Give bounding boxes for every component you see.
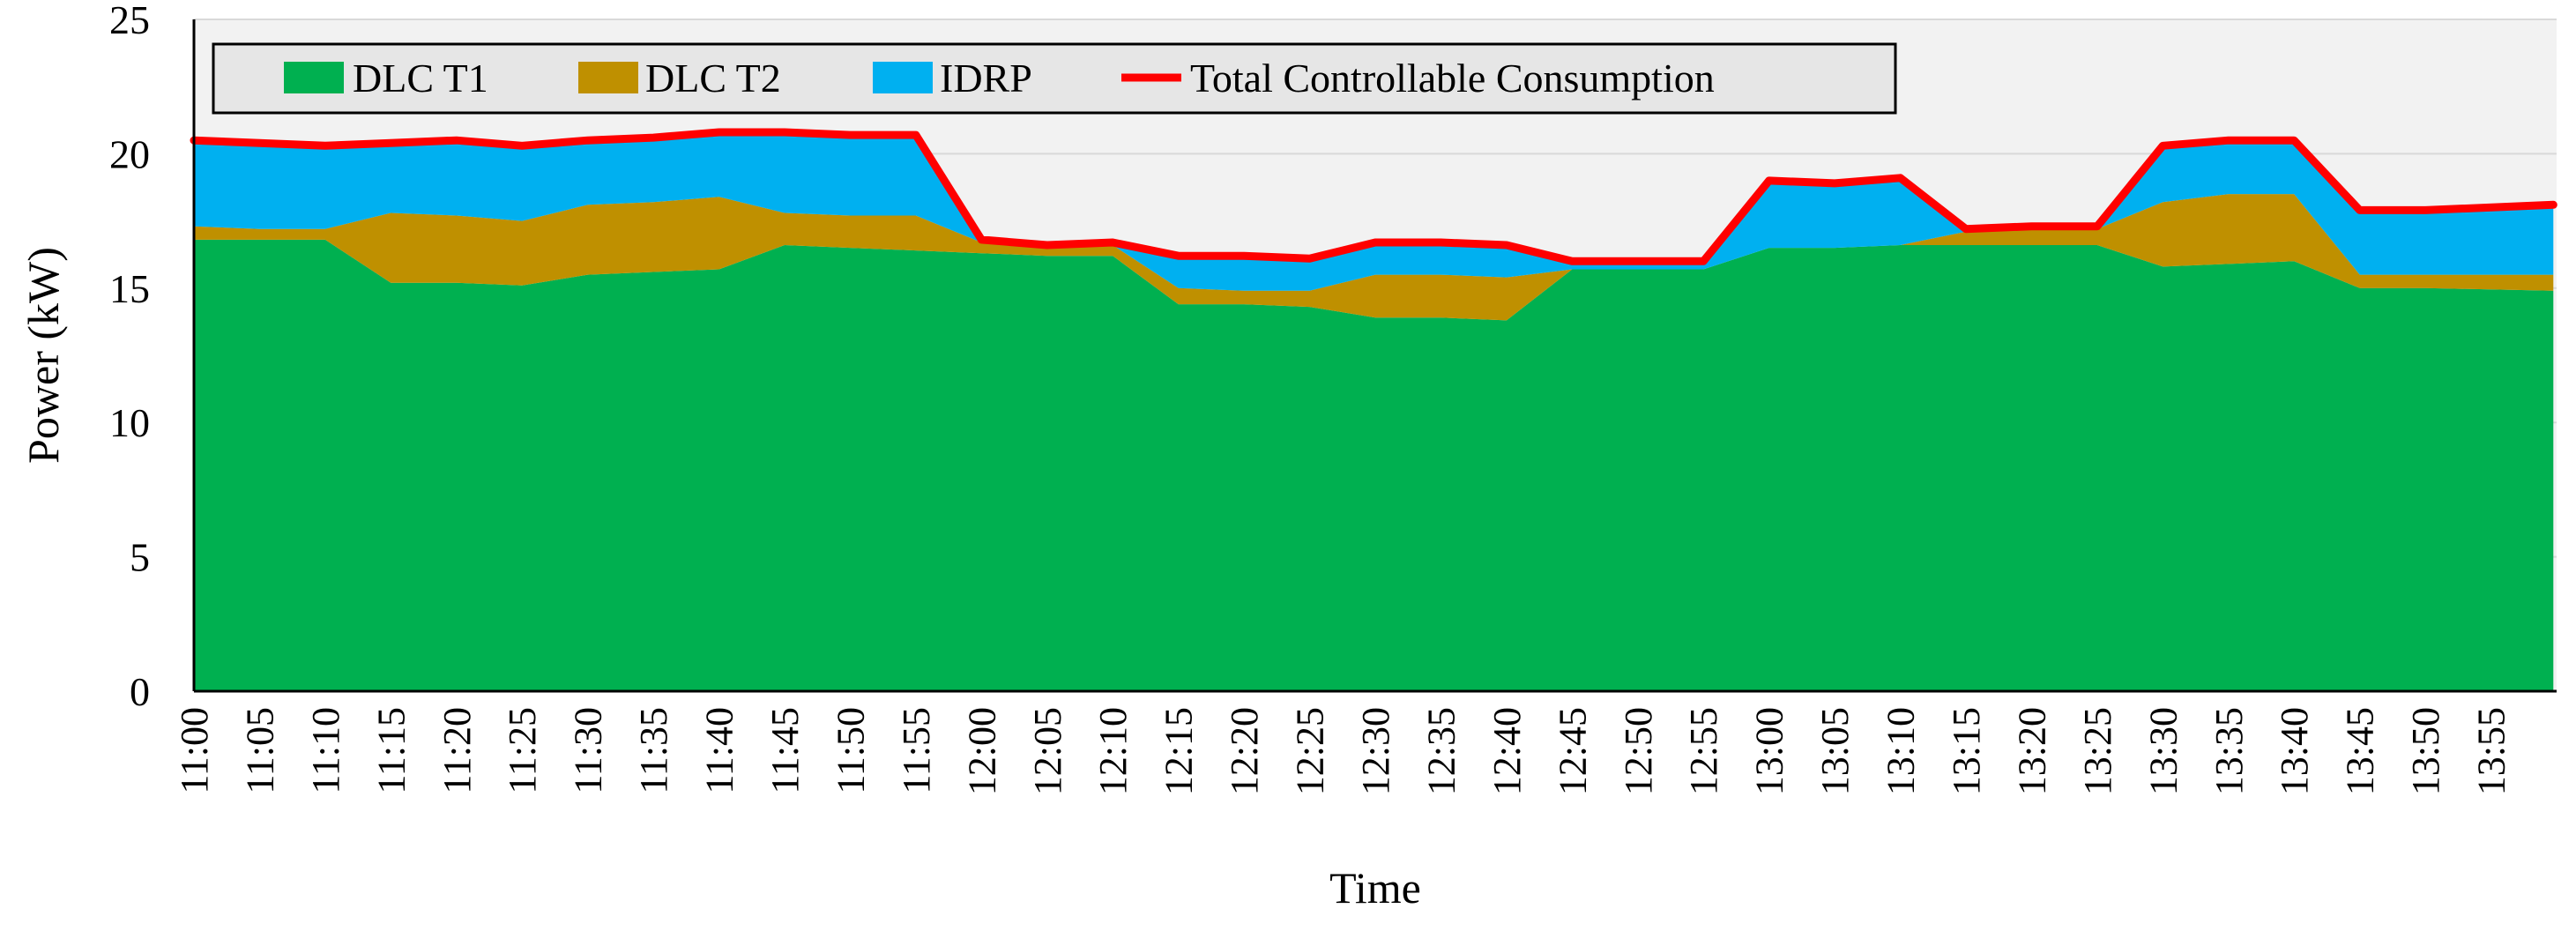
- legend-swatch-dlc-t1: [284, 62, 344, 93]
- x-tick-label: 13:50: [2404, 707, 2447, 795]
- y-tick-labels: 0 5 10 15 20 25: [109, 0, 150, 714]
- x-tick-label: 11:50: [829, 707, 872, 794]
- x-tick-label: 13:35: [2207, 707, 2251, 795]
- y-tick-label: 15: [109, 266, 150, 311]
- x-tick-label: 12:30: [1354, 707, 1397, 795]
- x-tick-labels: 11:00 11:05 11:10 11:15 11:20 11:25 11:30 11:35…: [173, 707, 2513, 795]
- x-tick-label: 12:25: [1289, 707, 1332, 795]
- legend-swatch-idrp: [873, 62, 933, 93]
- x-tick-label: 12:05: [1026, 707, 1069, 795]
- area-series: [194, 132, 2554, 691]
- axes: [192, 19, 2557, 693]
- y-axis-title: Power (kW): [19, 247, 68, 464]
- x-tick-label: 11:30: [567, 707, 610, 794]
- x-tick-label: 11:00: [173, 707, 216, 794]
- x-tick-label: 13:20: [2010, 707, 2053, 795]
- line-series: [190, 128, 2557, 265]
- y-tick-label: 0: [130, 669, 150, 714]
- x-tick-label: 13:55: [2470, 707, 2513, 795]
- x-axis-title: Time: [1329, 863, 1421, 912]
- x-tick-label: 13:45: [2339, 707, 2382, 795]
- x-tick-label: 13:05: [1813, 707, 1857, 795]
- y-tick-label: 20: [109, 131, 150, 176]
- x-tick-label: 12:55: [1682, 707, 1725, 795]
- legend-label: Total Controllable Consumption: [1190, 56, 1715, 101]
- x-tick-label: 11:35: [632, 707, 675, 794]
- area-dlc-t2: [194, 194, 2554, 321]
- legend-label: DLC T2: [645, 56, 781, 101]
- x-tick-label: 12:15: [1158, 707, 1201, 795]
- x-tick-label: 11:25: [501, 707, 544, 794]
- x-tick-label: 12:50: [1617, 707, 1660, 795]
- x-tick-label: 11:05: [238, 707, 281, 794]
- x-tick-label: 12:10: [1091, 707, 1135, 795]
- area-idrp: [194, 132, 2554, 291]
- legend-box: [212, 42, 1897, 115]
- x-tick-label: 13:15: [1945, 707, 1988, 795]
- x-tick-label: 12:35: [1419, 707, 1463, 795]
- x-tick-label: 11:40: [698, 707, 741, 794]
- y-tick-label: 25: [109, 0, 150, 42]
- x-tick-label: 11:10: [304, 707, 347, 794]
- y-tick-label: 10: [109, 400, 150, 445]
- line-total-controllable-consumption: [190, 128, 2557, 265]
- y-tick-label: 5: [130, 535, 150, 580]
- x-tick-label: 13:30: [2141, 707, 2185, 795]
- x-tick-label: 12:20: [1223, 707, 1266, 795]
- legend-swatch-dlc-t2: [578, 62, 638, 93]
- x-tick-label: 11:20: [436, 707, 479, 794]
- x-tick-label: 12:00: [960, 707, 1003, 795]
- legend-label: IDRP: [940, 56, 1032, 101]
- area-dlc-t1: [194, 239, 2554, 691]
- legend: DLC T1 DLC T2 IDRP Total Controllable Consu…: [212, 42, 1897, 115]
- x-tick-label: 12:45: [1551, 707, 1594, 795]
- x-tick-label: 13:10: [1880, 707, 1923, 795]
- x-tick-label: 11:15: [369, 707, 413, 794]
- x-tick-label: 13:40: [2273, 707, 2316, 795]
- x-tick-label: 13:00: [1748, 707, 1791, 795]
- x-tick-label: 11:55: [895, 707, 938, 794]
- x-tick-label: 12:40: [1485, 707, 1529, 795]
- x-tick-label: 11:45: [763, 707, 807, 794]
- x-tick-label: 13:25: [2076, 707, 2119, 795]
- legend-label: DLC T1: [353, 56, 488, 101]
